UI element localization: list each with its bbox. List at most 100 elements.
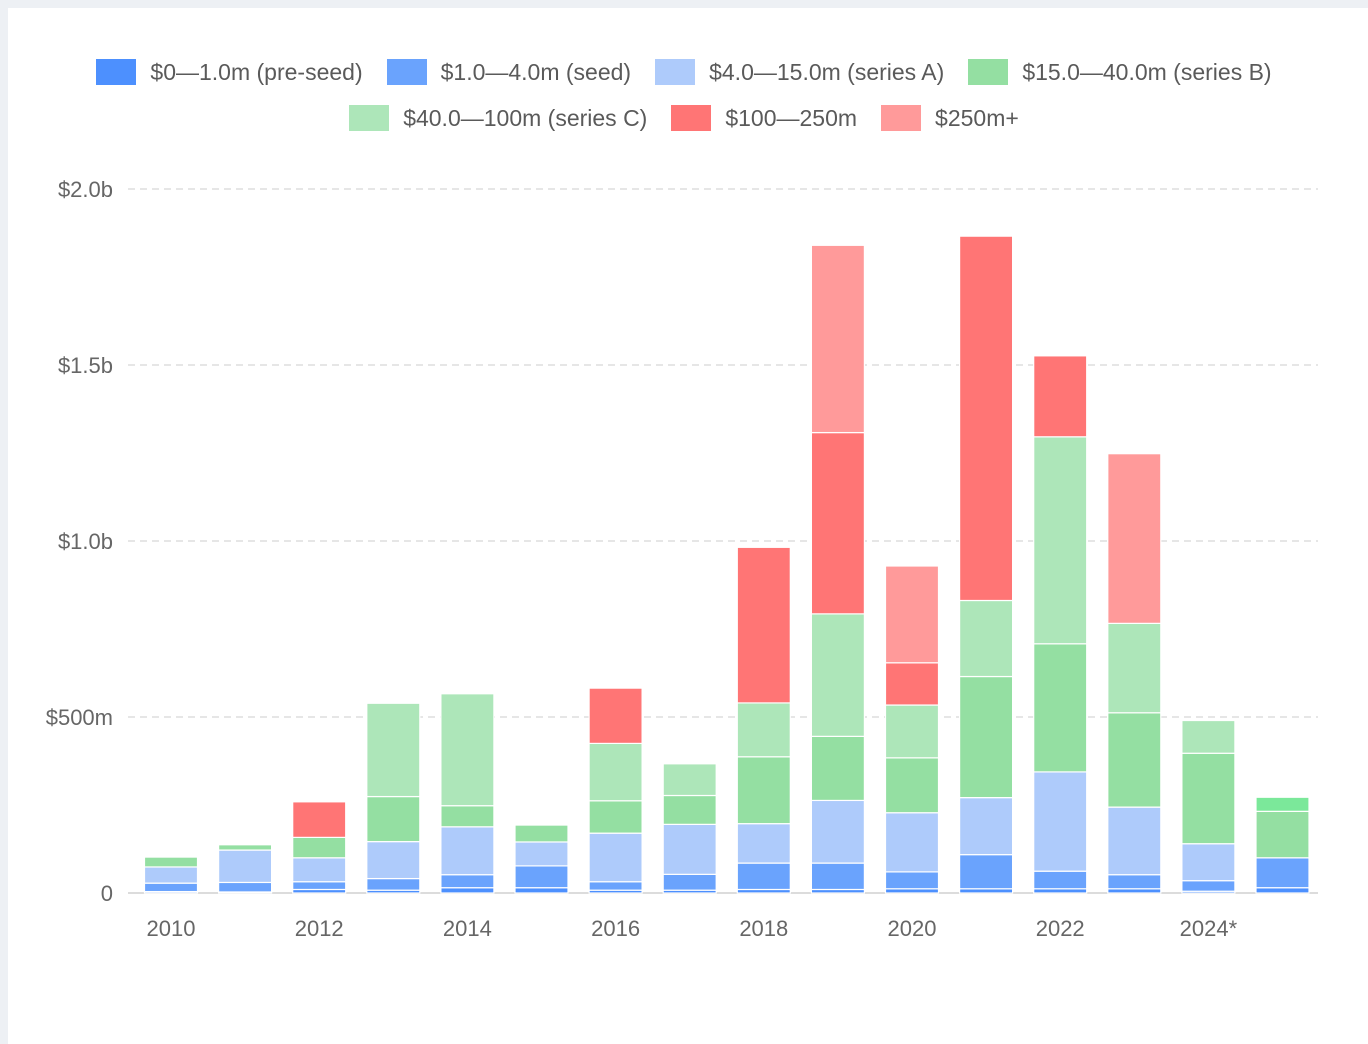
bar-segment[interactable] [736,756,791,825]
legend-item[interactable]: $4.0—15.0m (series A) [655,58,944,86]
bar-segment[interactable] [143,882,199,893]
bar-segment[interactable] [1107,712,1162,808]
bar-segment[interactable] [1181,843,1236,882]
bar-segment[interactable] [143,866,199,884]
bar-segment[interactable] [810,735,866,802]
bar-segment[interactable] [440,887,495,894]
bar-segment[interactable] [1181,880,1236,892]
legend-swatch [349,105,390,131]
bar-segment[interactable] [588,881,643,891]
bar-segment[interactable] [588,800,643,834]
legend-label: $250m+ [935,104,1019,131]
bar-segment[interactable] [884,871,940,890]
x-tick-label: 2016 [591,916,640,941]
bar-segment[interactable] [810,431,866,615]
bar-segment[interactable] [514,887,569,894]
bar-segment[interactable] [440,805,495,828]
bar-segment[interactable] [1033,771,1088,872]
bar-segment[interactable] [440,693,495,807]
bar-segment[interactable] [1181,752,1236,845]
bar-segment[interactable] [662,794,717,825]
bar-segment[interactable] [1033,888,1088,894]
bar-segment[interactable] [292,857,347,883]
bar-segment[interactable] [810,862,866,891]
y-tick-label: $2.0b [58,177,113,202]
bar-segment[interactable] [1255,796,1310,812]
bar-segment[interactable] [514,824,569,843]
legend-label: $4.0—15.0m (series A) [709,58,945,85]
legend-item[interactable]: $250m+ [881,104,1019,132]
bar-segment[interactable] [958,797,1014,856]
y-tick-label: $500m [46,705,113,730]
bar-segment[interactable] [292,801,347,838]
bar-segment[interactable] [1033,355,1088,438]
bar-segment[interactable] [1033,643,1088,773]
bar-segment[interactable] [1107,622,1162,714]
bar-segment[interactable] [1181,719,1236,754]
legend-swatch [96,59,137,85]
bar-segment[interactable] [440,826,495,876]
bar-segment[interactable] [736,823,791,864]
bar-segment[interactable] [884,888,940,894]
bar-segment[interactable] [588,832,643,883]
bar-segment[interactable] [958,675,1014,799]
bar-segment[interactable] [884,812,940,873]
bar-segment[interactable] [366,841,421,880]
bar-segment[interactable] [1107,806,1162,876]
bar-segment[interactable] [662,763,717,797]
bar-segment[interactable] [514,865,569,889]
legend-label: $40.0—100m (series C) [403,104,648,131]
bar-segment[interactable] [218,849,273,884]
legend-swatch [655,59,696,85]
x-tick-label: 2024* [1180,916,1238,941]
bar-segment[interactable] [218,881,273,893]
bar-segment[interactable] [662,873,717,891]
bar-segment[interactable] [1107,453,1162,624]
bar-segment[interactable] [884,565,940,664]
legend-item[interactable]: $15.0—40.0m (series B) [968,58,1272,86]
bar-segment[interactable] [958,888,1014,894]
legend-item[interactable]: $40.0—100m (series C) [349,104,647,132]
bar-segment[interactable] [1033,436,1088,645]
bar-segment[interactable] [884,704,940,759]
bar-segment[interactable] [736,546,791,704]
bar-segment[interactable] [1107,874,1162,890]
bar-segment[interactable] [366,877,421,891]
bar-segment[interactable] [810,244,866,434]
x-tick-label: 2018 [739,916,788,941]
bar-segment[interactable] [958,235,1014,602]
bar-segment[interactable] [514,841,569,867]
bar-segment[interactable] [1255,887,1310,894]
x-tick-label: 2014 [443,916,492,941]
bar-segment[interactable] [366,795,421,843]
bar-segment[interactable] [958,854,1014,890]
bar-segment[interactable] [292,836,347,859]
bar-segment[interactable] [810,799,866,864]
bar-segment[interactable] [1255,857,1310,889]
bar-segment[interactable] [662,823,717,875]
legend-swatch [671,105,712,131]
bar-segment[interactable] [884,662,940,706]
legend-item[interactable]: $1.0—4.0m (seed) [386,58,631,86]
bar-segment[interactable] [736,702,791,758]
bar-segment[interactable] [884,757,940,814]
bar-segment[interactable] [810,613,866,737]
bar-segment[interactable] [440,874,495,889]
bar-segment[interactable] [1107,888,1162,894]
legend-item[interactable]: $100—250m [671,104,857,132]
bar-segment[interactable] [143,856,199,868]
y-tick-label: $1.5b [58,353,113,378]
bar-segment[interactable] [958,599,1014,678]
bar-segment[interactable] [588,742,643,802]
bar-segment[interactable] [218,844,273,851]
bar-segment[interactable] [292,881,347,891]
legend-label: $100—250m [725,104,858,131]
legend-swatch [968,59,1009,85]
bar-segment[interactable] [736,862,791,891]
legend-item[interactable]: $0—1.0m (pre-seed) [96,58,363,86]
bar-segment[interactable] [366,702,421,798]
bar-segment[interactable] [1033,870,1088,890]
bar-segment[interactable] [1255,810,1310,859]
bar-segment[interactable] [588,687,643,744]
